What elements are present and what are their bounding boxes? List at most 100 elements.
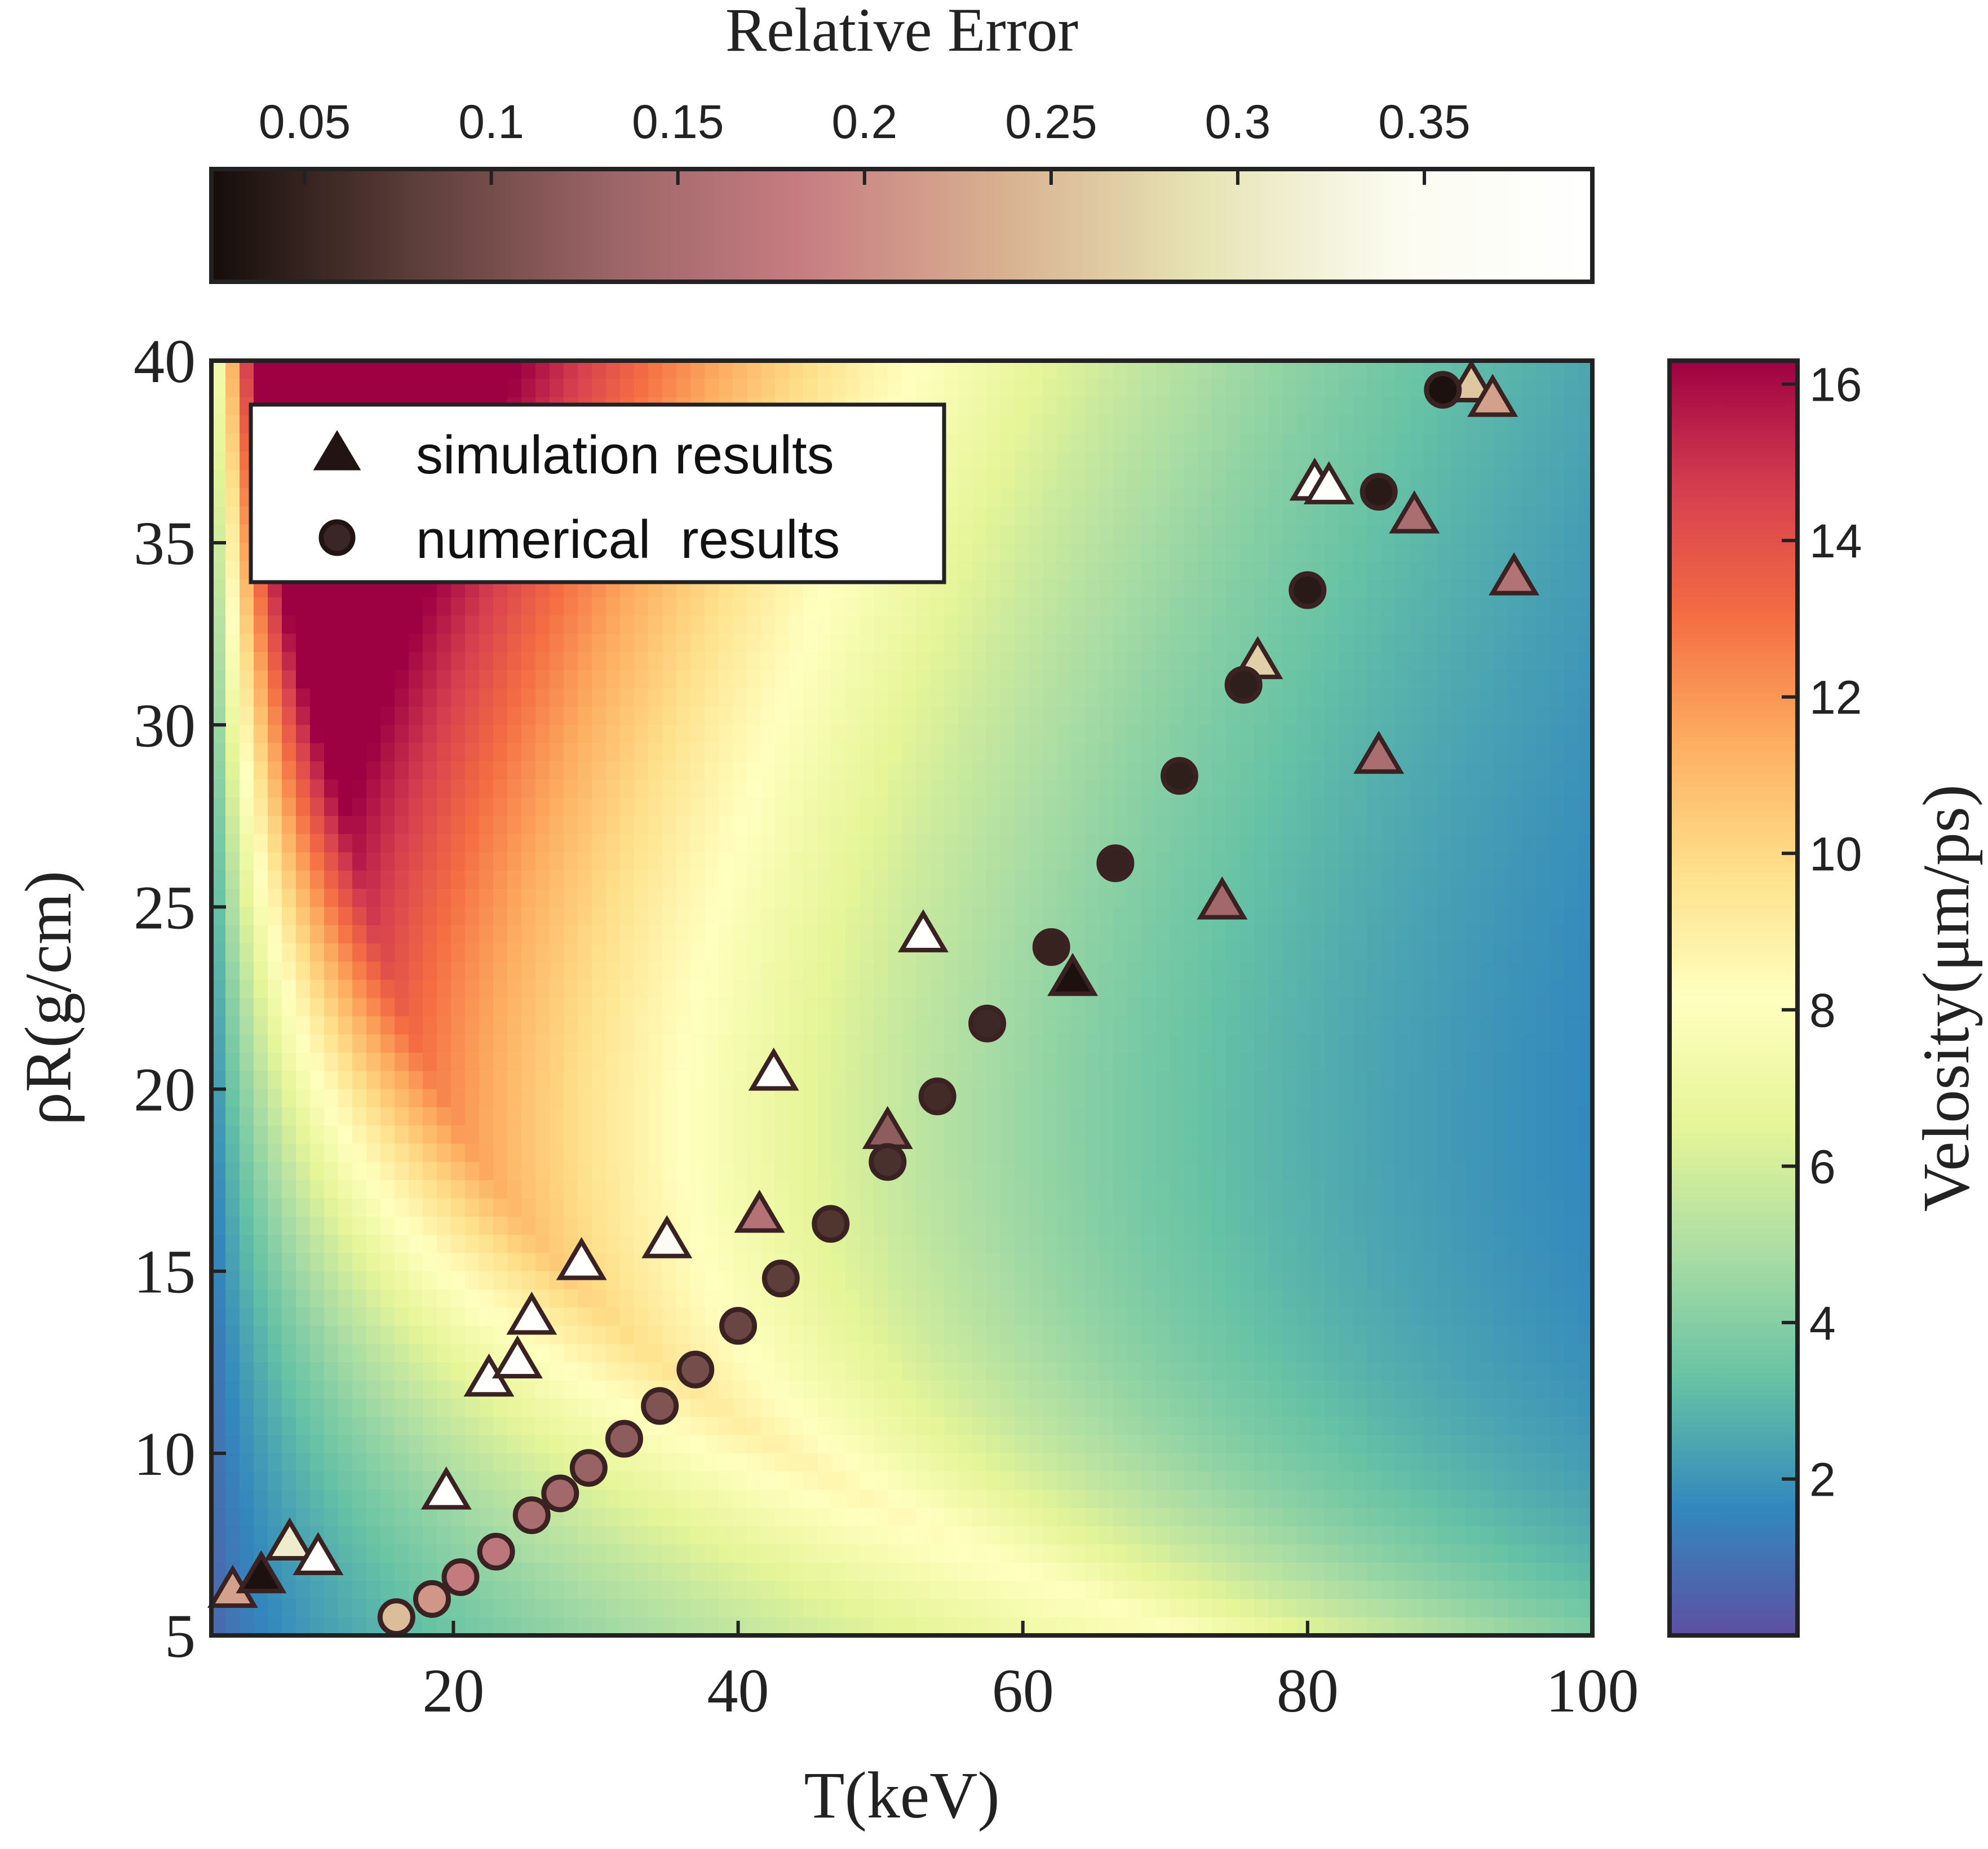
heatmap-cell xyxy=(1437,488,1452,507)
heatmap-cell xyxy=(1170,707,1184,725)
heatmap-cell xyxy=(409,816,423,835)
heatmap-cell xyxy=(380,1198,395,1217)
heatmap-cell xyxy=(1141,907,1156,925)
heatmap-cell xyxy=(1564,361,1579,379)
heatmap-cell xyxy=(1141,980,1156,999)
heatmap-cell xyxy=(1550,361,1565,379)
heatmap-cell xyxy=(1353,670,1367,689)
heatmap-cell xyxy=(1339,507,1353,525)
heatmap-cell xyxy=(803,634,818,653)
heatmap-cell xyxy=(380,998,395,1017)
heatmap-cell xyxy=(958,725,973,743)
heatmap-cell xyxy=(507,1198,522,1217)
heatmap-cell xyxy=(1212,561,1227,579)
heatmap-cell xyxy=(930,725,945,743)
heatmap-cell xyxy=(310,943,325,962)
heatmap-cell xyxy=(310,1217,325,1235)
heatmap-cell xyxy=(1325,379,1339,397)
heatmap-cell xyxy=(1254,507,1269,525)
heatmap-cell xyxy=(1240,761,1255,780)
heatmap-cell xyxy=(1465,816,1480,835)
heatmap-cell xyxy=(1325,1217,1339,1235)
heatmap-cell xyxy=(437,689,451,707)
heatmap-cell xyxy=(860,1089,874,1108)
heatmap-cell xyxy=(1353,943,1367,962)
heatmap-cell xyxy=(1536,943,1551,962)
heatmap-cell xyxy=(1043,798,1057,817)
heatmap-cell xyxy=(451,1107,466,1126)
heatmap-cell xyxy=(380,1180,395,1199)
heatmap-cell xyxy=(606,943,621,962)
heatmap-cell xyxy=(1015,1217,1029,1235)
heatmap-cell xyxy=(1127,507,1142,525)
heatmap-cell xyxy=(1296,689,1311,707)
heatmap-cell xyxy=(944,907,959,925)
heatmap-cell xyxy=(845,1071,860,1089)
heatmap-cell xyxy=(1564,433,1579,452)
heatmap-cell xyxy=(1451,1125,1466,1144)
heatmap-cell xyxy=(1254,743,1269,762)
heatmap-cell xyxy=(634,1198,649,1217)
heatmap-cell xyxy=(437,889,451,907)
heatmap-cell xyxy=(521,943,536,962)
heatmap-cell xyxy=(1000,1035,1015,1053)
heatmap-cell xyxy=(1367,543,1382,561)
heatmap-cell xyxy=(578,743,592,762)
heatmap-cell xyxy=(1071,1053,1086,1071)
heatmap-cell xyxy=(958,816,973,835)
heatmap-cell xyxy=(916,1125,931,1144)
heatmap-cell xyxy=(1409,615,1424,634)
heatmap-cell xyxy=(1127,1217,1142,1235)
heatmap-cell xyxy=(465,597,480,616)
heatmap-cell xyxy=(1494,1071,1508,1089)
heatmap-cell xyxy=(1339,925,1353,944)
heatmap-cell xyxy=(860,597,874,616)
heatmap-cell xyxy=(1465,779,1480,798)
heatmap-cell xyxy=(1437,1235,1452,1253)
heatmap-cell xyxy=(1310,1198,1325,1217)
heatmap-cell xyxy=(761,1089,776,1108)
heatmap-cell xyxy=(845,652,860,671)
heatmap-cell xyxy=(535,779,550,798)
heatmap-cell xyxy=(366,1053,381,1071)
heatmap-cell xyxy=(648,670,663,689)
heatmap-cell xyxy=(240,1053,254,1071)
heatmap-cell xyxy=(648,852,663,871)
heatmap-cell xyxy=(451,1144,466,1163)
heatmap-cell xyxy=(352,907,367,925)
heatmap-cell xyxy=(916,798,931,817)
heatmap-cell xyxy=(719,1107,733,1126)
heatmap-cell xyxy=(860,1053,874,1071)
heatmap-cell xyxy=(1550,1053,1565,1071)
heatmap-cell xyxy=(1057,1107,1072,1126)
heatmap-cell xyxy=(803,1180,818,1199)
heatmap-cell xyxy=(282,1198,296,1217)
heatmap-cell xyxy=(324,761,339,780)
heatmap-cell xyxy=(831,1016,846,1035)
heatmap-cell xyxy=(324,998,339,1017)
heatmap-cell xyxy=(1268,980,1283,999)
heatmap-cell xyxy=(254,1053,268,1071)
heatmap-cell xyxy=(437,798,451,817)
heatmap-cell xyxy=(1000,1253,1015,1271)
heatmap-cell xyxy=(888,761,902,780)
heatmap-cell xyxy=(1310,689,1325,707)
heatmap-cell xyxy=(225,1217,240,1235)
heatmap-cell xyxy=(902,1016,916,1035)
heatmap-cell xyxy=(1254,725,1269,743)
heatmap-cell xyxy=(282,779,296,798)
heatmap-cell xyxy=(1395,798,1410,817)
heatmap-cell xyxy=(1015,1107,1029,1126)
heatmap-cell xyxy=(465,1144,480,1163)
heatmap-cell xyxy=(930,798,945,817)
heatmap-cell xyxy=(1043,707,1057,725)
heatmap-cell xyxy=(1015,507,1029,525)
heatmap-cell xyxy=(1198,834,1212,853)
heatmap-cell xyxy=(860,925,874,944)
heatmap-cell xyxy=(831,980,846,999)
heatmap-cell xyxy=(789,707,804,725)
heatmap-cell xyxy=(845,798,860,817)
heatmap-cell xyxy=(564,743,578,762)
heatmap-cell xyxy=(620,779,635,798)
heatmap-cell xyxy=(479,779,494,798)
